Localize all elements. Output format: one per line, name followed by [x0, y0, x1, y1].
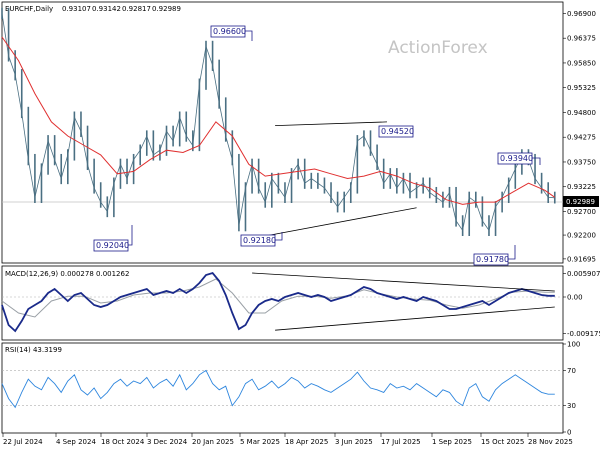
price-y-axis: 0.96900 0.96375 0.95850 0.95325 0.94800 0.942…: [563, 10, 596, 263]
annotation-label: 0.94520: [381, 127, 414, 136]
macd-y-axis: 0.005907 0.00 -0.009175: [563, 270, 600, 338]
x-tick-label: 3 Jun 2025: [335, 438, 373, 446]
last-price-value: 0.92989: [566, 198, 595, 206]
rsi-pane: RSI(14) 43.3199 100 70 30 0: [1, 341, 580, 437]
price-series-group: [1, 7, 556, 237]
x-tick-label: 4 Sep 2024: [56, 438, 96, 446]
annotation-box: [93, 239, 129, 252]
last-price-tag-bg: [563, 196, 599, 207]
annotation-box: [210, 25, 246, 38]
price-y-tick-label: 0.92200: [567, 232, 596, 240]
macd-line: [1, 271, 555, 333]
annotation-label: 0.96600: [213, 27, 246, 36]
price-y-tick-label: 0.93750: [567, 158, 596, 166]
price-y-tick-label: 0.94275: [567, 134, 596, 142]
rsi-y-tick-label: 70: [567, 367, 576, 375]
price-triangle-upper-line: [275, 121, 387, 127]
macd-y-tick-label: 0.005907: [567, 270, 600, 278]
ohlc-readout: 0.93107 0.93142 0.92817 0.92989: [62, 5, 181, 13]
price-y-tick-label: 0.96900: [567, 10, 596, 18]
price-y-tick-label: 0.94800: [567, 109, 596, 117]
rsi-y-tick-label: 30: [567, 402, 576, 410]
x-tick-label: 18 Oct 2024: [101, 438, 145, 446]
rsi-pane-border: [1, 342, 564, 434]
x-tick-label: 15 Oct 2025: [481, 438, 524, 446]
macd-series-group: [1, 271, 563, 333]
rsi-y-axis: 100 70 30 0: [563, 341, 580, 437]
x-tick-label: 3 Dec 2024: [147, 438, 188, 446]
annotation-connector: [245, 30, 253, 41]
macd-triangle-lower-line: [275, 306, 555, 331]
x-tick-label: 5 Mar 2025: [240, 438, 280, 446]
price-overlays-group: 0.96600 0.94520 0.93940 0.92040 0.92180 0.917…: [93, 25, 541, 266]
price-pane-border: [1, 1, 564, 264]
rsi-title: RSI(14) 43.3199: [5, 346, 62, 354]
annotation-label: 0.92180: [243, 236, 276, 245]
x-axis: 22 Jul 2024 4 Sep 2024 18 Oct 2024 3 Dec 20…: [2, 433, 573, 446]
macd-triangle-upper-line: [252, 272, 555, 292]
macd-pane: MACD(12,26,9) 0.000278 0.001262 0.005907…: [1, 265, 600, 341]
price-y-tick-label: 0.92700: [567, 208, 596, 216]
last-price-tag: 0.92989: [563, 196, 599, 207]
x-tick-label: 17 Jul 2025: [381, 438, 421, 446]
rsi-series-group: [1, 369, 563, 409]
macd-y-tick-label: -0.009175: [567, 330, 600, 338]
rsi-y-tick-label: 100: [567, 341, 580, 349]
price-triangle-lower-line: [265, 207, 417, 237]
price-title: EURCHF,Daily: [5, 5, 53, 13]
moving-average-line: [1, 36, 556, 205]
annotation-connector: [508, 245, 516, 260]
annotation-box: [473, 253, 509, 266]
price-y-tick-label: 0.96375: [567, 35, 596, 43]
x-tick-label: 1 Sep 2025: [432, 438, 472, 446]
macd-title: MACD(12,26,9) 0.000278 0.001262: [5, 270, 129, 278]
ohlc-high: 0.93142: [92, 5, 121, 13]
x-tick-label: 22 Jul 2024: [3, 438, 43, 446]
price-y-tick-label: 0.93225: [567, 183, 596, 191]
x-tick-label: 18 Apr 2025: [285, 438, 328, 446]
price-pane: ActionForex EURCHF,Daily 0.93107 0.93142…: [1, 1, 599, 266]
price-y-tick-label: 0.91695: [567, 255, 596, 263]
macd-y-tick-label: 0.00: [567, 294, 583, 302]
ohlc-low: 0.92817: [122, 5, 151, 13]
annotation-label: 0.92040: [96, 241, 129, 250]
annotation-box: [497, 152, 533, 165]
rsi-y-tick-label: 0: [567, 429, 571, 437]
macd-pane-border: [1, 265, 564, 341]
rsi-line: [1, 369, 555, 409]
annotation-connector: [275, 232, 283, 241]
price-y-tick-label: 0.95325: [567, 84, 596, 92]
annotation-connector: [532, 157, 541, 165]
annotation-label: 0.91780: [476, 255, 509, 264]
annotation-label: 0.93940: [500, 154, 533, 163]
price-close-line: [1, 13, 555, 232]
ohlc-close: 0.92989: [152, 5, 181, 13]
x-tick-label: 28 Nov 2025: [528, 438, 573, 446]
annotation-connector: [128, 225, 133, 246]
annotation-box: [240, 234, 276, 247]
watermark: ActionForex: [388, 38, 488, 58]
x-tick-label: 20 Jan 2025: [192, 438, 234, 446]
annotation-box: [378, 125, 414, 138]
macd-signal-line: [1, 278, 555, 318]
ohlc-open: 0.93107: [62, 5, 91, 13]
price-y-tick-label: 0.95850: [567, 59, 596, 67]
